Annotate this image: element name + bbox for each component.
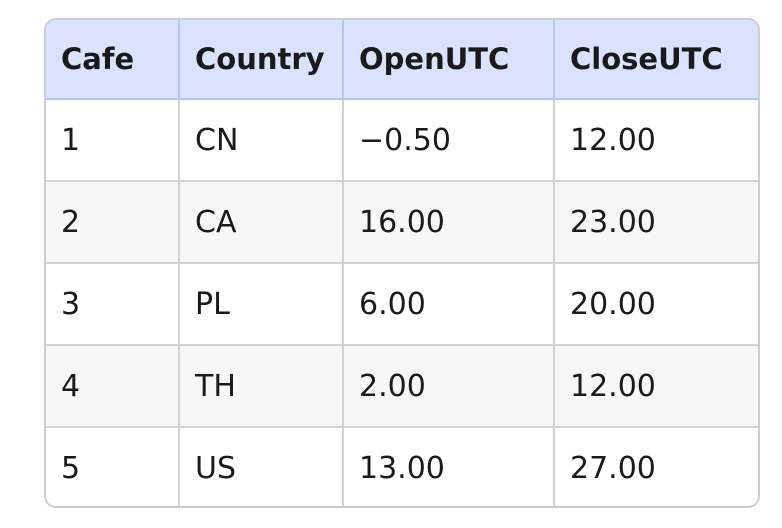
cell-open-utc: 13.00 bbox=[343, 427, 555, 506]
table-header: Cafe Country OpenUTC CloseUTC bbox=[46, 20, 758, 100]
header-row: Cafe Country OpenUTC CloseUTC bbox=[46, 20, 758, 100]
cell-open-utc: 2.00 bbox=[343, 345, 555, 428]
header-cafe: Cafe bbox=[46, 20, 180, 100]
cell-cafe: 2 bbox=[46, 181, 180, 264]
cell-open-utc: −0.50 bbox=[343, 99, 555, 182]
data-table: Cafe Country OpenUTC CloseUTC 1 CN −0.50… bbox=[46, 20, 758, 506]
header-open-utc: OpenUTC bbox=[343, 20, 555, 100]
cell-cafe: 3 bbox=[46, 263, 180, 346]
cell-open-utc: 6.00 bbox=[343, 263, 555, 346]
table-row: 5 US 13.00 27.00 bbox=[46, 427, 758, 506]
cell-country: PL bbox=[179, 263, 344, 346]
table-row: 4 TH 2.00 12.00 bbox=[46, 345, 758, 428]
table-row: 2 CA 16.00 23.00 bbox=[46, 181, 758, 264]
cell-cafe: 1 bbox=[46, 99, 180, 182]
cell-close-utc: 12.00 bbox=[554, 99, 758, 182]
cell-country: CA bbox=[179, 181, 344, 264]
cell-close-utc: 20.00 bbox=[554, 263, 758, 346]
header-close-utc: CloseUTC bbox=[554, 20, 758, 100]
table-row: 1 CN −0.50 12.00 bbox=[46, 99, 758, 182]
cell-country: TH bbox=[179, 345, 344, 428]
cell-open-utc: 16.00 bbox=[343, 181, 555, 264]
table-row: 3 PL 6.00 20.00 bbox=[46, 263, 758, 346]
cell-close-utc: 23.00 bbox=[554, 181, 758, 264]
cell-cafe: 5 bbox=[46, 427, 180, 506]
cell-cafe: 4 bbox=[46, 345, 180, 428]
table-body: 1 CN −0.50 12.00 2 CA 16.00 23.00 3 PL 6… bbox=[46, 99, 758, 506]
header-country: Country bbox=[179, 20, 344, 100]
cell-country: US bbox=[179, 427, 344, 506]
cell-close-utc: 12.00 bbox=[554, 345, 758, 428]
cafe-hours-table: Cafe Country OpenUTC CloseUTC 1 CN −0.50… bbox=[44, 18, 760, 508]
cell-country: CN bbox=[179, 99, 344, 182]
cell-close-utc: 27.00 bbox=[554, 427, 758, 506]
